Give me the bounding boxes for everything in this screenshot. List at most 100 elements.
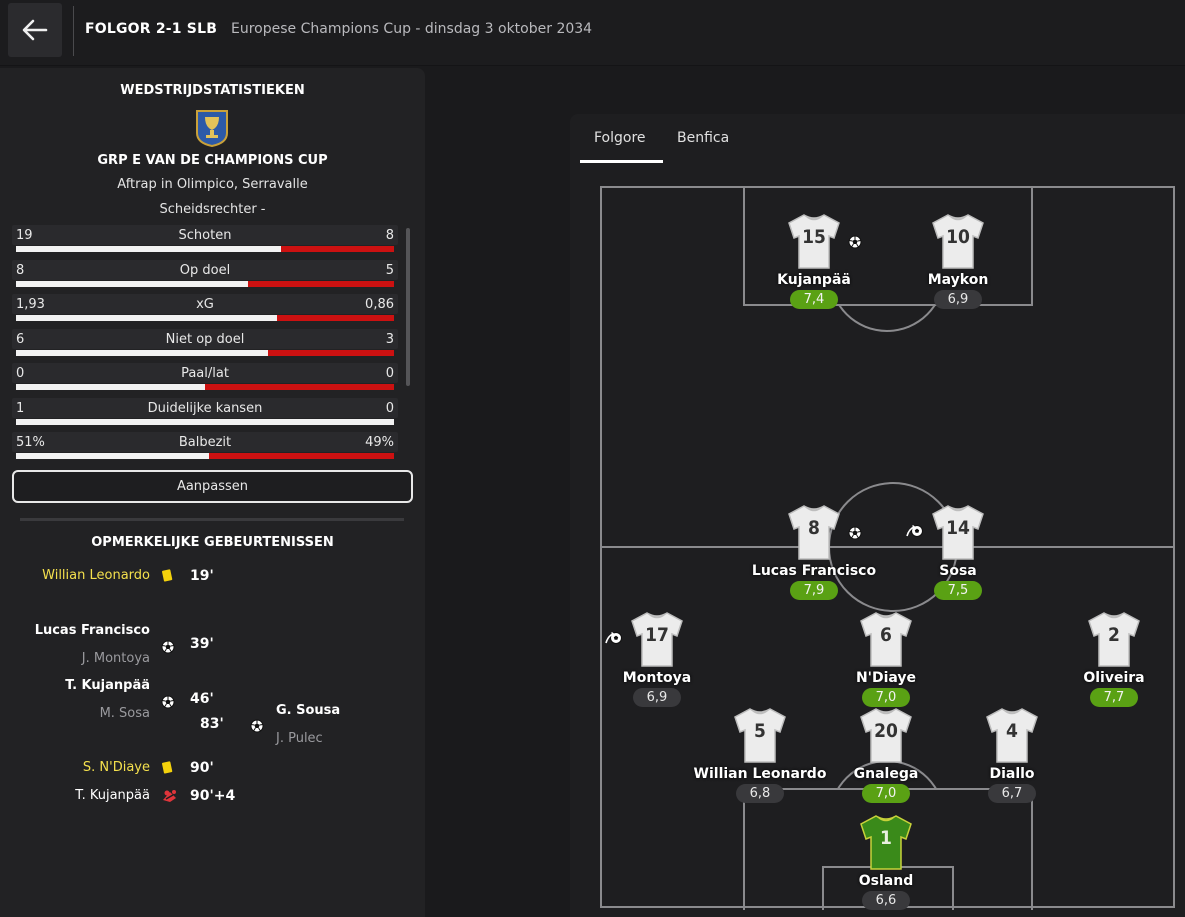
match-subtitle: Europese Champions Cup - dinsdag 3 oktob…	[231, 21, 593, 37]
player-marker[interactable]: 8 Lucas Francisco 7,9	[744, 503, 884, 600]
player-shirt: 4	[984, 706, 1040, 764]
stat-label: xG	[196, 297, 214, 312]
player-name: Diallo	[989, 766, 1035, 782]
player-rating: 6,9	[934, 290, 982, 309]
event-assist: J. Pulec	[276, 731, 323, 746]
shirt-icon	[788, 505, 840, 560]
player-marker[interactable]: 20 Gnalega 7,0	[816, 706, 956, 803]
stat-row-background	[12, 363, 398, 383]
stat-away-value: 3	[385, 332, 394, 347]
stat-comparison-bar	[16, 281, 394, 287]
player-marker[interactable]: 15 Kujanpää 7,4	[744, 212, 884, 309]
event-type-icon	[161, 694, 175, 713]
player-name: Kujanpää	[777, 272, 851, 288]
assist-icon	[906, 525, 923, 537]
back-button[interactable]	[8, 3, 62, 57]
tab-folgore[interactable]: Folgore	[594, 130, 646, 146]
shirt-icon	[986, 708, 1038, 763]
stat-label: Schoten	[178, 228, 232, 243]
top-bar: FOLGOR 2-1 SLB Europese Champions Cup - …	[0, 0, 1185, 66]
stat-comparison-bar	[16, 419, 394, 425]
event-player: Lucas Francisco	[34, 623, 150, 638]
stat-row-background	[12, 260, 398, 280]
event-minute: 90'	[190, 760, 214, 776]
player-marker[interactable]: 10 Maykon 6,9	[888, 212, 1028, 309]
event-type-icon	[161, 639, 175, 658]
player-marker[interactable]: 17 Montoya 6,9	[587, 610, 727, 707]
player-name: Sosa	[939, 563, 977, 579]
player-number: 2	[1108, 624, 1120, 646]
stats-scrollbar[interactable]	[406, 228, 410, 386]
assist-icon	[605, 632, 622, 644]
stat-comparison-bar	[16, 384, 394, 390]
player-marker[interactable]: 6 N'Diaye 7,0	[816, 610, 956, 707]
stat-away-value: 5	[385, 263, 394, 278]
player-shirt: 8	[786, 503, 842, 561]
stat-away-bar	[276, 315, 394, 321]
section-divider	[20, 518, 404, 521]
stat-home-value: 51%	[16, 435, 45, 450]
stat-label: Paal/lat	[181, 366, 229, 381]
stat-row: 8 Op doel 5	[12, 260, 398, 287]
player-name: Willian Leonardo	[693, 766, 827, 782]
stat-away-value: 0	[385, 366, 394, 381]
stat-away-value: 0	[385, 401, 394, 416]
stat-row: 0 Paal/lat 0	[12, 363, 398, 390]
player-rating: 7,5	[934, 581, 982, 600]
event-type-icon	[161, 760, 173, 779]
event-minute: 19'	[190, 568, 214, 584]
player-marker[interactable]: 5 Willian Leonardo 6,8	[690, 706, 830, 803]
player-marker[interactable]: 14 Sosa 7,5	[888, 503, 1028, 600]
player-number: 17	[645, 624, 669, 646]
event-assist: M. Sosa	[99, 706, 150, 721]
player-shirt: 14	[930, 503, 986, 561]
player-number: 4	[1006, 720, 1018, 742]
player-marker[interactable]: 2 Oliveira 7,7	[1044, 610, 1184, 707]
top-penalty-box	[743, 186, 1033, 306]
event-player: T. Kujanpää	[65, 678, 150, 693]
stat-row-background	[12, 432, 398, 452]
tab-benfica[interactable]: Benfica	[677, 130, 730, 146]
player-number: 5	[754, 720, 766, 742]
event-minute: 90'+4	[190, 788, 236, 804]
stat-comparison-bar	[16, 315, 394, 321]
event-type-icon	[161, 788, 179, 808]
stat-comparison-bar	[16, 453, 394, 459]
shirt-icon	[932, 505, 984, 560]
player-event-icon	[848, 525, 862, 544]
stat-label: Duidelijke kansen	[147, 401, 263, 416]
player-shirt: 10	[930, 212, 986, 270]
events-title: OPMERKELIJKE GEBEURTENISSEN	[91, 535, 334, 550]
shirt-icon	[631, 612, 683, 667]
player-number: 15	[802, 226, 826, 248]
active-tab-indicator	[580, 160, 663, 163]
player-name: Lucas Francisco	[751, 563, 877, 579]
player-shirt: 5	[732, 706, 788, 764]
player-rating: 7,9	[790, 581, 838, 600]
event-player: G. Sousa	[276, 703, 341, 718]
goal-ball-icon	[161, 640, 175, 654]
arrow-left-icon	[22, 19, 48, 41]
stat-row: 1,93 xG 0,86	[12, 294, 398, 321]
stat-row-background	[12, 294, 398, 314]
stat-home-value: 19	[16, 228, 33, 243]
stat-row: 6 Niet op doel 3	[12, 329, 398, 356]
player-marker[interactable]: 4 Diallo 6,7	[942, 706, 1082, 803]
stat-comparison-bar	[16, 246, 394, 252]
stat-away-bar	[248, 281, 394, 287]
stat-row: 19 Schoten 8	[12, 225, 398, 252]
injury-icon	[163, 790, 176, 802]
stat-home-value: 1,93	[16, 297, 45, 312]
player-marker[interactable]: 1 Osland 6,6	[816, 813, 956, 910]
player-number: 14	[946, 517, 970, 539]
stat-label: Op doel	[179, 263, 231, 278]
shirt-icon	[788, 214, 840, 269]
player-shirt: 15	[786, 212, 842, 270]
customize-button[interactable]: Aanpassen	[12, 470, 413, 503]
shirt-icon	[932, 214, 984, 269]
stat-row: 1 Duidelijke kansen 0	[12, 398, 398, 425]
player-rating: 6,8	[736, 784, 784, 803]
stat-away-value: 8	[385, 228, 394, 243]
player-name: N'Diaye	[855, 670, 917, 686]
player-rating: 7,7	[1090, 688, 1138, 707]
